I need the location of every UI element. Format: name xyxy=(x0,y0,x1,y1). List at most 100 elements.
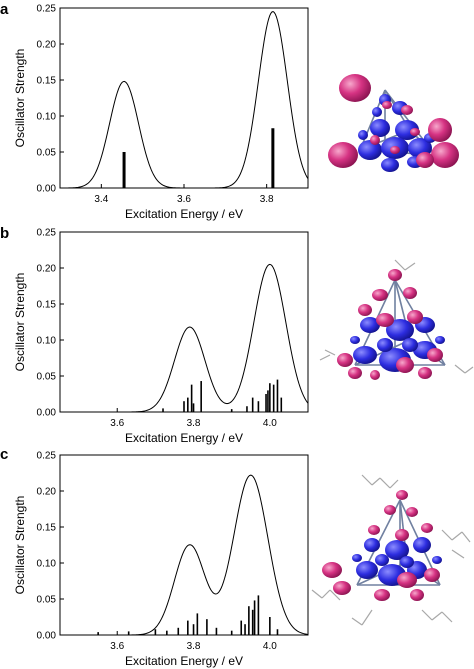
isosurface-lobe-positive xyxy=(407,310,423,324)
y-tick-label: 0.05 xyxy=(37,595,57,606)
x-tick-label: 3.8 xyxy=(260,194,274,205)
x-tick-label: 3.8 xyxy=(187,641,201,652)
spectrum-curve xyxy=(60,474,309,636)
x-tick-label: 3.6 xyxy=(110,418,124,429)
isosurface-lobe-negative xyxy=(356,561,378,579)
y-tick-label: 0.20 xyxy=(37,487,57,498)
alkyl-chain xyxy=(361,474,373,486)
isosurface-lobe-positive xyxy=(406,507,418,517)
isosurface-lobe-positive xyxy=(416,152,434,168)
panel-c: c 0.00 0.05 0.10 0.15 0.20 0.25 3.6 3.8 4.0 Excit… xyxy=(0,446,471,668)
isosurface-lobe-positive xyxy=(348,367,362,379)
alkyl-chain xyxy=(461,531,471,543)
x-axis-title: Excitation Energy / eV xyxy=(125,431,243,445)
alkyl-chain xyxy=(441,529,453,541)
alkyl-chain xyxy=(441,611,453,623)
plot-frame xyxy=(59,454,309,636)
isosurface-lobe-positive xyxy=(388,269,402,281)
isosurface-lobe-positive xyxy=(358,304,372,316)
y-tick-label: 0.25 xyxy=(37,228,57,239)
y-tick-label: 0.25 xyxy=(37,451,57,462)
alkyl-chain xyxy=(319,354,331,361)
y-tick-label: 0.00 xyxy=(37,408,57,419)
alkyl-chain xyxy=(361,609,373,626)
alkyl-chain xyxy=(329,589,341,601)
isosurface-lobe-positive xyxy=(401,105,413,115)
isosurface-lobe-positive xyxy=(374,589,390,601)
isosurface-lobe-negative xyxy=(360,317,380,333)
isosurface-lobe-positive xyxy=(431,142,459,168)
isosurface-lobe-positive xyxy=(368,525,380,535)
panel-label-c: c xyxy=(0,446,8,463)
x-tick-label: 4.0 xyxy=(263,641,277,652)
alkyl-chain xyxy=(451,531,463,541)
isosurface-image-a xyxy=(328,74,459,172)
isosurface-lobe-positive xyxy=(390,146,400,154)
isosurface-lobe-positive xyxy=(397,572,417,588)
isosurface-lobe-positive xyxy=(403,287,417,299)
alkyl-chain xyxy=(431,611,443,621)
isosurface-lobe-negative xyxy=(358,140,382,160)
y-tick-label: 0.00 xyxy=(37,184,57,195)
panel-label-b: b xyxy=(0,225,9,242)
y-axis-title: Oscillator Strength xyxy=(13,273,27,372)
isosurface-lobe-positive xyxy=(424,568,440,582)
alkyl-chain xyxy=(421,609,433,621)
x-tick-label: 3.8 xyxy=(187,418,201,429)
alkyl-chain xyxy=(454,364,466,374)
spectrum-curve xyxy=(60,11,309,189)
isosurface-lobe-negative xyxy=(375,554,389,566)
isosurface-lobe-negative xyxy=(386,319,414,341)
alkyl-chain xyxy=(311,589,323,599)
isosurface-lobe-positive xyxy=(410,128,420,136)
alkyl-chain xyxy=(371,477,381,486)
plot-frame xyxy=(59,231,309,413)
isosurface-lobe-negative xyxy=(381,158,399,172)
isosurface-lobe-positive xyxy=(418,367,432,379)
alkyl-chain xyxy=(389,479,399,489)
isosurface-lobe-negative xyxy=(400,556,414,568)
isosurface-lobe-negative xyxy=(432,556,442,564)
y-axis-title: Oscillator Strength xyxy=(13,496,27,595)
isosurface-lobe-positive xyxy=(384,505,396,515)
chart-b: 0.00 0.05 0.10 0.15 0.20 0.25 3.6 3.8 4.0 Excitat… xyxy=(13,228,309,445)
isosurface-lobe-positive xyxy=(395,529,409,541)
alkyl-chain xyxy=(351,617,363,626)
alkyl-chain xyxy=(379,477,391,489)
isosurface-lobe-positive xyxy=(322,562,342,578)
isosurface-lobe-negative xyxy=(353,346,377,364)
x-tick-label: 3.6 xyxy=(177,194,191,205)
chart-a: 0.00 0.05 0.10 0.15 0.20 0.25 3.4 3.6 3.8 Excitat… xyxy=(13,4,309,221)
isosurface-lobe-positive xyxy=(427,348,443,362)
y-tick-label: 0.10 xyxy=(37,112,57,123)
alkyl-chain xyxy=(464,366,474,374)
spectrum-curve xyxy=(60,263,309,413)
x-tick-label: 3.6 xyxy=(110,641,124,652)
isosurface-lobe-positive xyxy=(396,357,414,373)
y-tick-label: 0.15 xyxy=(37,300,57,311)
isosurface-lobe-negative xyxy=(370,119,390,137)
alkyl-chain xyxy=(451,549,465,559)
isosurface-lobe-positive xyxy=(328,142,358,168)
alkyl-chain xyxy=(324,349,336,356)
y-tick-label: 0.10 xyxy=(37,336,57,347)
isosurface-lobe-positive xyxy=(396,490,408,500)
isosurface-lobe-positive xyxy=(370,370,380,380)
isosurface-lobe-positive xyxy=(333,581,351,595)
y-tick-label: 0.20 xyxy=(37,40,57,51)
isosurface-lobe-positive xyxy=(339,74,371,102)
y-tick-label: 0.10 xyxy=(37,559,57,570)
x-tick-label: 3.4 xyxy=(94,194,108,205)
isosurface-lobe-negative xyxy=(435,336,445,344)
y-tick-label: 0.05 xyxy=(37,148,57,159)
isosurface-image-b xyxy=(319,259,474,380)
isosurface-lobe-negative xyxy=(372,107,382,117)
isosurface-lobe-positive xyxy=(337,353,353,367)
isosurface-lobe-positive xyxy=(410,589,424,601)
isosurface-lobe-positive xyxy=(421,523,433,533)
plot-frame xyxy=(59,7,309,189)
alkyl-chain xyxy=(321,589,331,599)
panel-b: b 0.00 0.05 0.10 0.15 0.20 0.25 3.6 3.8 4.0 Excit… xyxy=(0,225,474,445)
y-tick-label: 0.15 xyxy=(37,523,57,534)
